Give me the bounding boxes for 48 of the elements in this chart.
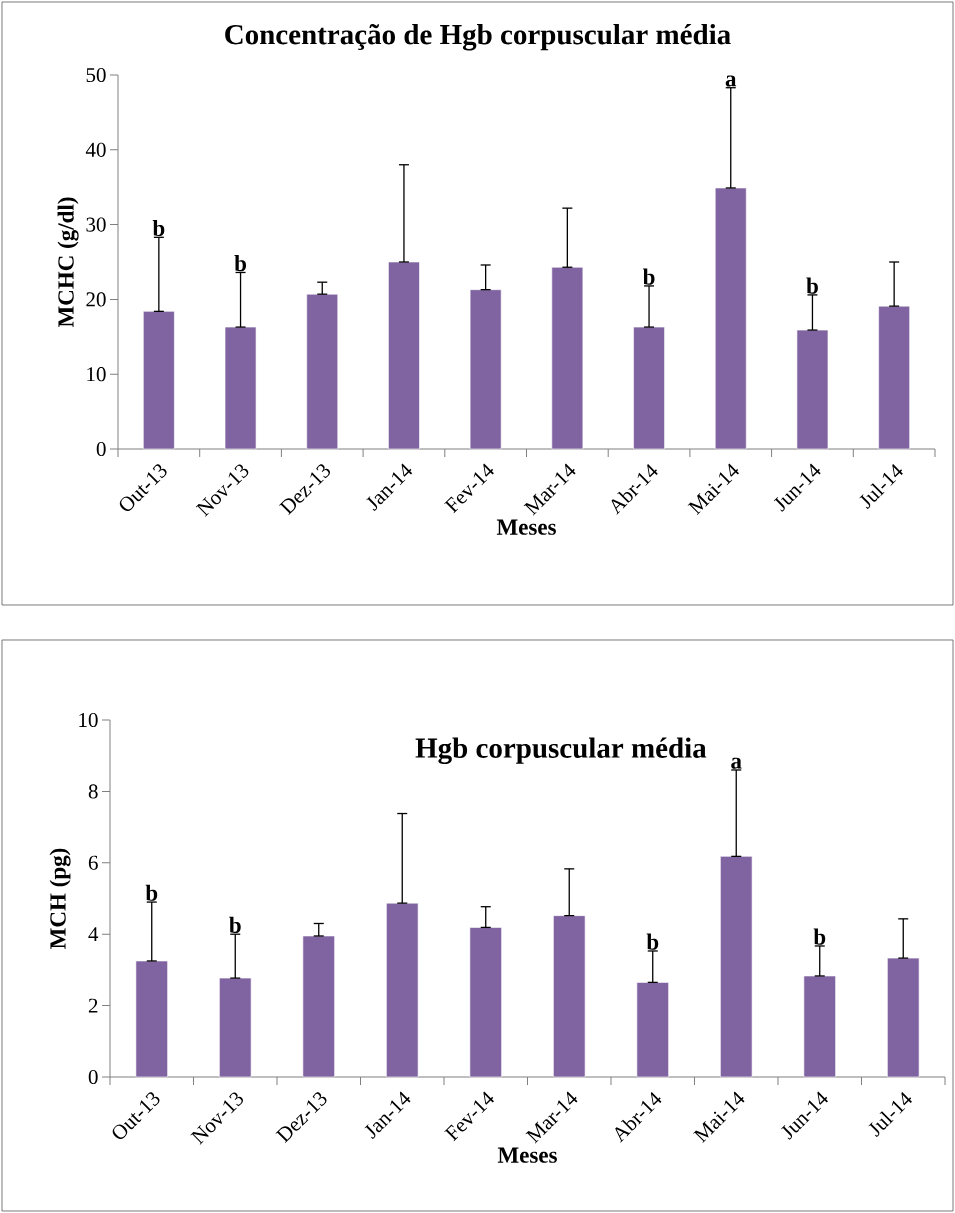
- chart-title: Concentração de Hgb corpuscular média: [225, 23, 731, 51]
- bar: [302, 935, 335, 1078]
- bar: [803, 975, 836, 1078]
- y-tick-label: 20: [86, 292, 106, 307]
- bar: [224, 326, 257, 450]
- x-axis-title: Meses: [496, 519, 556, 535]
- y-tick-label: 0: [96, 441, 106, 457]
- y-tick-label: 2: [88, 998, 98, 1013]
- bar: [306, 293, 339, 450]
- y-axis-title: MCHC (g/dl): [57, 197, 79, 328]
- bar: [135, 960, 168, 1078]
- y-tick-label: 8: [88, 784, 98, 799]
- bar: [878, 305, 910, 450]
- bar: [469, 289, 502, 450]
- bar: [469, 927, 502, 1078]
- y-tick-label: 10: [79, 712, 98, 728]
- y-tick-label: 6: [88, 855, 98, 870]
- annotation: b: [806, 277, 818, 294]
- annotation: b: [152, 219, 165, 237]
- annotation: a: [725, 75, 737, 87]
- bar: [219, 977, 252, 1078]
- bar: [143, 311, 175, 450]
- y-axis-title: MCH (pg): [49, 848, 71, 949]
- bar: [551, 266, 584, 450]
- annotation: b: [145, 884, 158, 901]
- annotation: b: [234, 255, 247, 272]
- bar: [553, 915, 586, 1078]
- annotation: a: [731, 757, 742, 769]
- annotation: b: [642, 268, 655, 285]
- bar: [796, 329, 829, 450]
- y-tick-label: 50: [86, 67, 106, 83]
- y-tick-label: 4: [88, 927, 99, 942]
- bar: [386, 902, 419, 1078]
- bar: [714, 187, 747, 450]
- y-tick-label: 0: [88, 1069, 98, 1085]
- bar: [720, 856, 753, 1078]
- bar: [633, 326, 665, 450]
- x-axis-title: Meses: [497, 1147, 557, 1163]
- annotation: b: [813, 928, 826, 945]
- annotation: b: [646, 933, 659, 950]
- text: Hgb corpuscular média: [415, 737, 707, 765]
- y-tick-label: 30: [86, 217, 106, 232]
- y-tick-label: 40: [85, 142, 106, 157]
- bar: [887, 957, 920, 1078]
- bar: [388, 261, 420, 450]
- y-tick-label: 10: [87, 367, 106, 382]
- bar: [636, 982, 669, 1078]
- annotation: b: [229, 916, 241, 933]
